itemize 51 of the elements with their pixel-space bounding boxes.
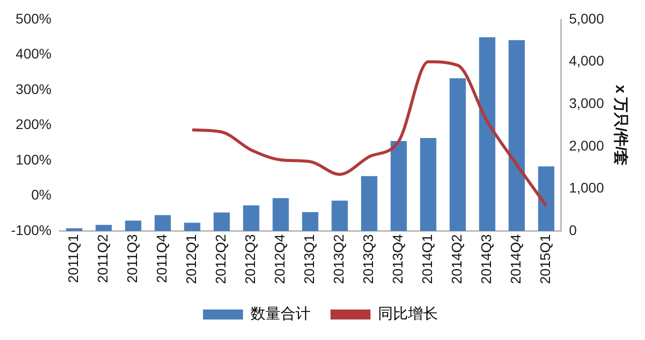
bar [420, 138, 436, 232]
x-tick-label: 2011Q4 [154, 234, 170, 283]
bar [450, 78, 466, 232]
x-tick-label: 2014Q4 [508, 234, 524, 284]
bar [66, 228, 82, 232]
line-series [190, 60, 548, 208]
bar [508, 40, 525, 232]
bar [479, 37, 496, 232]
legend-label: 数量合计 [250, 306, 310, 323]
bar [390, 140, 407, 232]
y-tick-label: 500% [16, 10, 52, 26]
x-tick-label: 2012Q3 [242, 234, 258, 284]
x-tick-label: 2012Q2 [212, 234, 229, 284]
y2-tick-label: 1,000 [568, 180, 604, 196]
x-tick-label: 2014Q3 [478, 234, 494, 284]
bar [538, 166, 554, 232]
bar [125, 220, 142, 232]
y2-tick-label: 3,000 [568, 94, 604, 111]
x-tick-label: 2013Q1 [301, 234, 318, 284]
y2-axis-title: x 万只/件/套 [612, 84, 629, 166]
bar [302, 212, 318, 232]
x-tick-label: 2011Q3 [124, 234, 140, 283]
bar [361, 176, 378, 232]
y-tick-label: 300% [16, 80, 52, 97]
x-tick-label: 2012Q1 [183, 234, 200, 284]
y2-tick-label: 0 [568, 222, 577, 238]
y-tick-label: 100% [16, 151, 52, 168]
x-tick-label: 2011Q1 [65, 234, 82, 283]
y-tick-label: 0% [31, 186, 52, 203]
bar [154, 215, 171, 232]
bar [214, 212, 230, 232]
y2-tick-label: 4,000 [568, 52, 604, 69]
x-tick-label: 2015Q1 [537, 234, 554, 284]
y-tick-label: 400% [16, 46, 52, 62]
bar [96, 224, 112, 232]
bar [243, 205, 260, 232]
x-tick-label: 2014Q2 [448, 234, 465, 284]
x-tick-label: 2013Q3 [360, 234, 376, 284]
x-tick-label: 2014Q1 [419, 234, 436, 284]
y2-tick-label: 5,000 [568, 10, 604, 26]
y2-tick-label: 2,000 [568, 137, 604, 154]
bar [332, 200, 348, 232]
x-tick-label: 2013Q4 [390, 234, 406, 284]
legend-label: 同比增长 [378, 306, 438, 323]
x-tick-label: 2011Q2 [94, 234, 111, 283]
bar [184, 222, 200, 232]
x-tick-label: 2012Q4 [272, 234, 288, 284]
x-tick-label: 2013Q2 [330, 234, 347, 284]
y-tick-label: -100% [11, 222, 52, 238]
bar [272, 198, 289, 232]
y-tick-label: 200% [16, 116, 52, 132]
